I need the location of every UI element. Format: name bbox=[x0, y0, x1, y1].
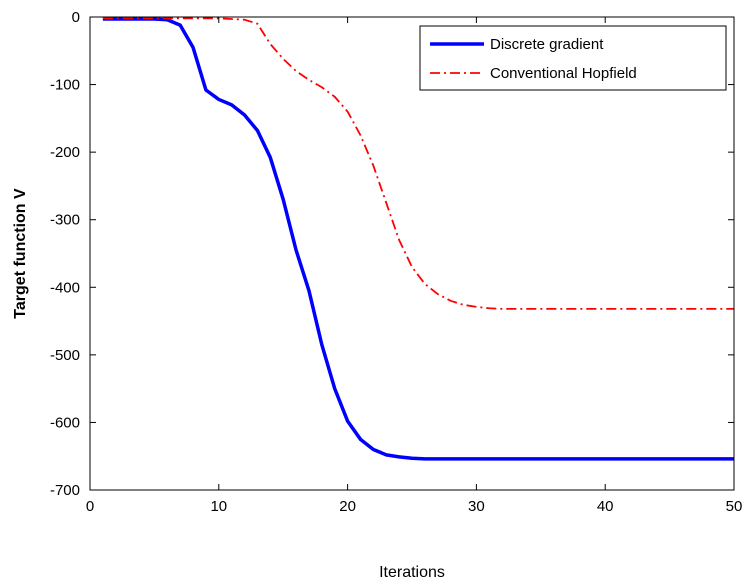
y-tick-label: -700 bbox=[50, 482, 80, 499]
y-tick-label: -200 bbox=[50, 144, 80, 161]
x-tick-label: 10 bbox=[210, 498, 227, 515]
legend: Discrete gradient Conventional Hopfield bbox=[419, 25, 727, 91]
y-tick-label: -300 bbox=[50, 212, 80, 229]
series-layer bbox=[102, 17, 734, 461]
y-tick-label: -100 bbox=[50, 77, 80, 94]
x-tick-label: 20 bbox=[339, 498, 356, 515]
plot-area-frame bbox=[89, 16, 735, 491]
x-tick-label: 50 bbox=[726, 498, 743, 515]
x-tick-label: 40 bbox=[597, 498, 614, 515]
x-tick-label: 0 bbox=[86, 498, 94, 515]
legend-label-discrete-gradient: Discrete gradient bbox=[490, 36, 604, 53]
y-tick-label: -400 bbox=[50, 279, 80, 296]
legend-box bbox=[419, 25, 727, 91]
axis-ticks: 0 10 20 30 40 50 0 -100 -200 -300 -400 -500 -600 -700 bbox=[50, 9, 742, 515]
x-tick-label: 30 bbox=[468, 498, 485, 515]
y-tick-label: -500 bbox=[50, 347, 80, 364]
y-tick-label: 0 bbox=[72, 9, 80, 26]
legend-label-conventional-hopfield: Conventional Hopfield bbox=[490, 65, 637, 82]
x-axis-label: Iterations bbox=[379, 564, 445, 581]
series-line-discrete-gradient bbox=[102, 17, 734, 461]
y-tick-label: -600 bbox=[50, 414, 80, 431]
y-axis-label: Target function V bbox=[12, 188, 29, 319]
series-line-conventional-hopfield bbox=[102, 17, 734, 310]
